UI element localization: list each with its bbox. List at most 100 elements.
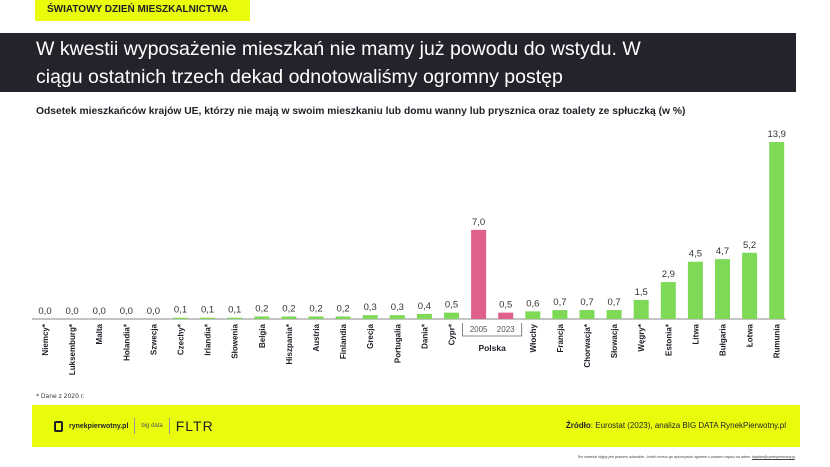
bar xyxy=(769,142,785,319)
logo-divider xyxy=(134,418,136,434)
data-label: 0,1 xyxy=(201,305,214,316)
bar xyxy=(444,312,459,319)
data-label: 0,2 xyxy=(255,303,268,314)
group-bracket xyxy=(462,323,523,337)
data-label: 0,2 xyxy=(336,303,349,314)
title-line-2: ciągu ostatnich trzech dekad odnotowaliś… xyxy=(36,66,563,88)
footnote: * Dane z 2020 r. xyxy=(36,393,85,400)
data-label: 0,2 xyxy=(282,303,295,314)
tick-label: Austria xyxy=(312,323,321,351)
data-label: 5,2 xyxy=(743,240,756,251)
data-label: 7,0 xyxy=(472,217,485,228)
bar-chart: 0,0 Niemcy* 0,0 Luksemburg* 0,0 Malta 0,0 Holan… xyxy=(32,129,786,375)
bar xyxy=(200,317,216,319)
data-label: 0,0 xyxy=(120,306,133,317)
tick-label: Słowacja xyxy=(610,323,619,358)
tick-label: Słowenia xyxy=(231,323,240,358)
bar xyxy=(579,310,595,319)
bar xyxy=(552,310,568,319)
tick-label: Węgry* xyxy=(637,323,646,351)
bar xyxy=(660,282,676,319)
data-label: 0,5 xyxy=(499,300,512,311)
bar xyxy=(525,311,541,319)
tick-label: 2023 xyxy=(497,325,515,334)
data-label: 2,9 xyxy=(662,269,675,280)
disclaimer-email[interactable]: bigdata@rynekpierwotny.pl xyxy=(751,455,795,459)
data-label: 0,0 xyxy=(93,306,106,317)
title-line-1: W kwestii wyposażenie mieszkań nie mamy … xyxy=(36,38,641,60)
logo-text: rynekpierwotny.pl xyxy=(69,422,129,430)
group-label: Polska xyxy=(478,343,506,353)
data-label: 4,5 xyxy=(689,249,702,260)
tick-label: Irlandia* xyxy=(204,323,213,355)
source-text: : Eurostat (2023), analiza BIG DATA Ryne… xyxy=(590,421,786,430)
bar xyxy=(308,316,324,319)
tick-label: Cypr* xyxy=(448,323,457,345)
data-label: 0,1 xyxy=(174,305,187,316)
bar xyxy=(471,229,487,319)
bar xyxy=(281,316,297,319)
tick-label: Hiszpania* xyxy=(285,323,294,364)
tick-label: Dania* xyxy=(420,323,429,349)
logo-icon xyxy=(54,420,63,432)
bar xyxy=(416,313,432,319)
title-band: W kwestii wyposażenie mieszkań nie mamy … xyxy=(0,33,796,92)
tick-label: 2005 xyxy=(470,325,488,334)
disclaimer-text: Ten materiał objęty jest prawem autorski… xyxy=(577,455,752,459)
bar xyxy=(254,316,270,319)
chart-title: Odsetek mieszkańców krajów UE, którzy ni… xyxy=(36,106,686,117)
data-label: 0,7 xyxy=(580,297,593,308)
logo-divider xyxy=(168,418,170,434)
logo-fltr: FLTR xyxy=(175,418,214,434)
logo: rynekpierwotny.pl big data FLTR xyxy=(54,418,214,434)
source-label: Źródło xyxy=(565,421,591,430)
data-label: 0,3 xyxy=(391,302,404,313)
bar xyxy=(742,252,758,319)
tick-label: Łotwa xyxy=(746,323,755,347)
disclaimer: Ten materiał objęty jest prawem autorski… xyxy=(577,455,795,459)
bar xyxy=(633,299,649,319)
tick-label: Belgia xyxy=(258,323,267,348)
data-label: 0,7 xyxy=(607,297,620,308)
data-label: 0,4 xyxy=(418,301,431,312)
section-tag: ŚWIATOWY DZIEŃ MIESZKALNICTWA xyxy=(35,0,250,21)
tick-label: Francja xyxy=(556,323,565,352)
data-label: 4,7 xyxy=(716,246,729,257)
tick-label: Czechy* xyxy=(177,323,186,355)
data-label: 0,0 xyxy=(38,306,51,317)
data-label: 0,0 xyxy=(65,306,78,317)
tick-label: Portugalia xyxy=(393,323,402,363)
data-label: 0,3 xyxy=(364,302,377,313)
tick-label: Rumunia xyxy=(773,323,782,358)
tick-label: Szwecja xyxy=(149,323,158,355)
tick-label: Estonia* xyxy=(664,323,673,356)
source: Źródło: Eurostat (2023), analiza BIG DAT… xyxy=(566,421,786,430)
tick-label: Grecja xyxy=(366,323,375,348)
bar xyxy=(227,317,243,319)
footer-band: rynekpierwotny.pl big data FLTR Źródło: … xyxy=(32,405,800,447)
tick-label: Luksemburg* xyxy=(68,323,77,375)
bar xyxy=(173,317,188,319)
bar xyxy=(362,315,378,319)
data-label: 0,7 xyxy=(553,297,566,308)
bar xyxy=(335,316,351,319)
bar xyxy=(715,259,730,319)
tick-label: Litwa xyxy=(691,323,700,344)
data-label: 1,5 xyxy=(635,287,648,298)
data-label: 0,6 xyxy=(526,298,539,309)
data-label: 13,9 xyxy=(767,129,786,140)
logo-bigdata: big data xyxy=(141,423,163,429)
tick-label: Bułgaria xyxy=(719,323,728,356)
tick-label: Holandia* xyxy=(122,323,131,361)
data-label: 0,0 xyxy=(147,306,160,317)
bar xyxy=(606,310,622,319)
bar xyxy=(498,312,514,319)
data-label: 0,2 xyxy=(309,303,322,314)
tick-label: Chorwacja* xyxy=(583,323,592,367)
bar xyxy=(687,261,703,319)
data-label: 0,5 xyxy=(445,300,458,311)
tick-label: Malta xyxy=(95,323,104,344)
bar xyxy=(389,315,405,319)
tick-label: Niemcy* xyxy=(41,323,50,355)
tick-label: Włochy xyxy=(529,323,538,352)
